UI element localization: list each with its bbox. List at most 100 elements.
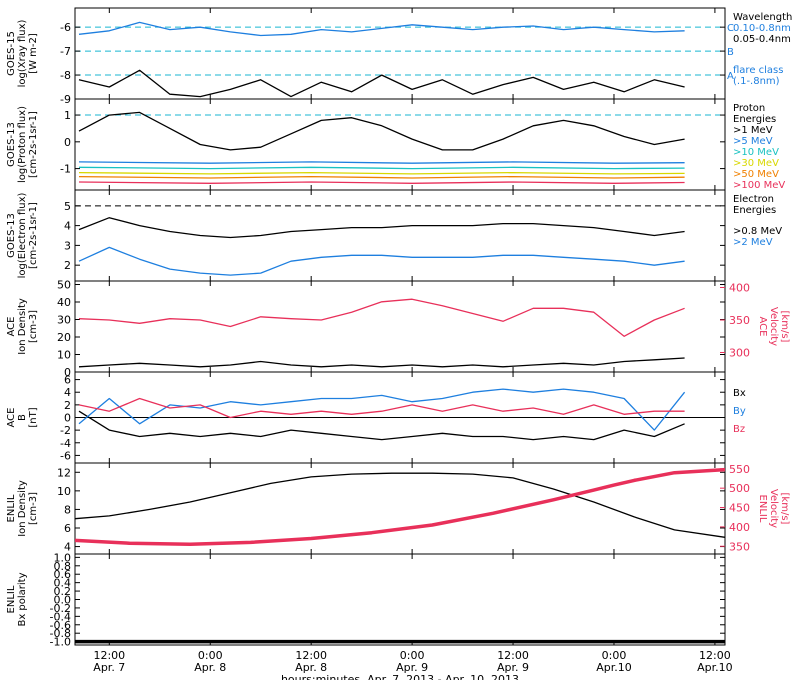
y-axis-label: ACE [6, 408, 17, 428]
legend-entry: By [733, 406, 746, 417]
series-line-ace-b-2 [78, 397, 685, 419]
y-axis-label: GOES-13 [6, 213, 17, 258]
y-tick-label: 40 [57, 296, 71, 309]
x-tick-time-label: 12:00 [497, 649, 529, 662]
y-tick-label: -8 [60, 69, 71, 82]
y-tick-label-right: 350 [729, 540, 750, 553]
y-tick-label-right: 550 [729, 463, 750, 476]
y-tick-label: -0.8 [50, 627, 71, 640]
y-tick-label-right: 350 [729, 314, 750, 327]
legend-entry: (.1-.8nm) [733, 76, 780, 87]
y-tick-label: -0.6 [50, 619, 71, 632]
series-line-goes15-xray-0 [78, 21, 685, 37]
y-axis-label: ENLIL [6, 585, 17, 613]
legend-entry: >1 MeV [733, 125, 773, 136]
x-tick-time-label: 0:00 [400, 649, 425, 662]
y-axis-label: ACE [6, 317, 17, 337]
series-line-goes13-proton-2 [78, 166, 685, 170]
series-line-goes13-proton-1 [78, 161, 685, 164]
y-tick-label: 0 [64, 412, 71, 425]
y-tick-label: 0 [64, 366, 71, 379]
y-tick-label: 1 [64, 109, 71, 122]
y-tick-label: 8 [64, 503, 71, 516]
legend-entry: >10 MeV [733, 147, 779, 158]
y-tick-label: -1.0 [50, 636, 71, 649]
x-tick-time-label: 0:00 [602, 649, 627, 662]
y-axis-label: Ion Density [17, 298, 28, 355]
y-tick-label: 4 [64, 541, 71, 554]
legend-title: Energies [733, 114, 776, 125]
y-axis-label: log(Proton flux) [17, 106, 28, 183]
y-tick-label-right: 400 [729, 282, 750, 295]
y-tick-label-right: 450 [729, 502, 750, 515]
y-axis-label: GOES-15 [6, 31, 17, 76]
x-tick-date-label: Apr. 9 [396, 661, 428, 674]
y-tick-label: 0.0 [54, 594, 72, 607]
y-tick-label-right: 300 [729, 347, 750, 360]
y-axis-label: log(Xray flux) [17, 20, 28, 88]
y-tick-label: -2 [60, 424, 71, 437]
y-axis-label-right: ENLIL [757, 495, 768, 523]
y-axis-label: Ion Density [17, 480, 28, 537]
y-tick-label: 6 [64, 522, 71, 535]
legend-entry: >5 MeV [733, 136, 773, 147]
y-tick-label-right: 400 [729, 521, 750, 534]
y-axis-label-right: [km/s] [779, 493, 790, 525]
legend-title: Energies [733, 205, 776, 216]
series-line-enlil-density-velocity-0 [74, 472, 726, 538]
panel-frame-goes13-proton [74, 98, 726, 191]
legend-title: Wavelength [733, 12, 792, 23]
series-line-ace-density-velocity-1 [78, 298, 685, 337]
legend-entry: >2 MeV [733, 237, 773, 248]
series-line-goes13-electron-0 [78, 217, 685, 239]
legend-entry: >0.8 MeV [733, 226, 782, 237]
legend-entry: 0.05-0.4nm [733, 34, 791, 45]
x-tick-time-label: 12:00 [93, 649, 125, 662]
y-axis-label: [cm-2s-1sr-1] [28, 111, 39, 178]
y-axis-label-right: [km/s] [779, 311, 790, 343]
series-line-goes13-proton-4 [78, 175, 685, 179]
y-axis-label: [cm-3] [28, 492, 39, 525]
y-tick-label: 10 [57, 485, 71, 498]
y-tick-label-right: 500 [729, 482, 750, 495]
panel-frame-goes13-electron [74, 189, 726, 282]
series-line-enlil-density-velocity-1 [74, 467, 726, 547]
y-axis-label: B [17, 414, 28, 421]
y-tick-label: 10 [57, 349, 71, 362]
y-tick-label: 3 [64, 239, 71, 252]
y-axis-label: [W m-2] [28, 33, 39, 74]
y-tick-label: 50 [57, 279, 71, 292]
panel-frame-ace-density-velocity [74, 280, 726, 373]
y-axis-label-right: Velocity [768, 489, 779, 528]
series-line-ace-b-1 [78, 388, 686, 431]
y-tick-label: 12 [57, 466, 71, 479]
y-axis-label-right: Velocity [768, 307, 779, 346]
y-axis-label: Bx polarity [17, 572, 28, 626]
y-tick-label: 0.8 [54, 560, 72, 573]
legend-entry: >100 MeV [733, 180, 785, 191]
series-line-goes15-xray-1 [78, 69, 685, 98]
x-tick-date-label: Apr. 7 [93, 661, 125, 674]
y-tick-label: -6 [60, 21, 71, 34]
x-tick-time-label: 12:00 [295, 649, 327, 662]
y-tick-label: 2 [64, 259, 71, 272]
x-tick-time-label: 0:00 [198, 649, 223, 662]
flare-class-label: C [727, 23, 734, 34]
y-tick-label: 4 [64, 220, 71, 233]
y-tick-label: 20 [57, 331, 71, 344]
y-tick-label: -4 [60, 437, 71, 450]
panel-frame-enlil-density-velocity [74, 462, 726, 555]
x-axis-label: hours:minutes, Apr. 7, 2013 - Apr. 10, 2… [281, 673, 519, 680]
y-tick-label: 5 [64, 200, 71, 213]
panel-frame-enlil-bx-polarity [74, 553, 726, 646]
legend-entry: flare class [733, 65, 783, 76]
y-tick-label: -0.2 [50, 602, 71, 615]
y-tick-label: 2 [64, 399, 71, 412]
y-tick-label: 1.0 [54, 551, 72, 564]
x-tick-date-label: Apr.10 [697, 661, 733, 674]
series-line-ace-b-0 [78, 410, 685, 441]
x-tick-time-label: 12:00 [699, 649, 731, 662]
y-tick-label: -1 [60, 163, 71, 176]
y-axis-label: ENLIL [6, 494, 17, 522]
